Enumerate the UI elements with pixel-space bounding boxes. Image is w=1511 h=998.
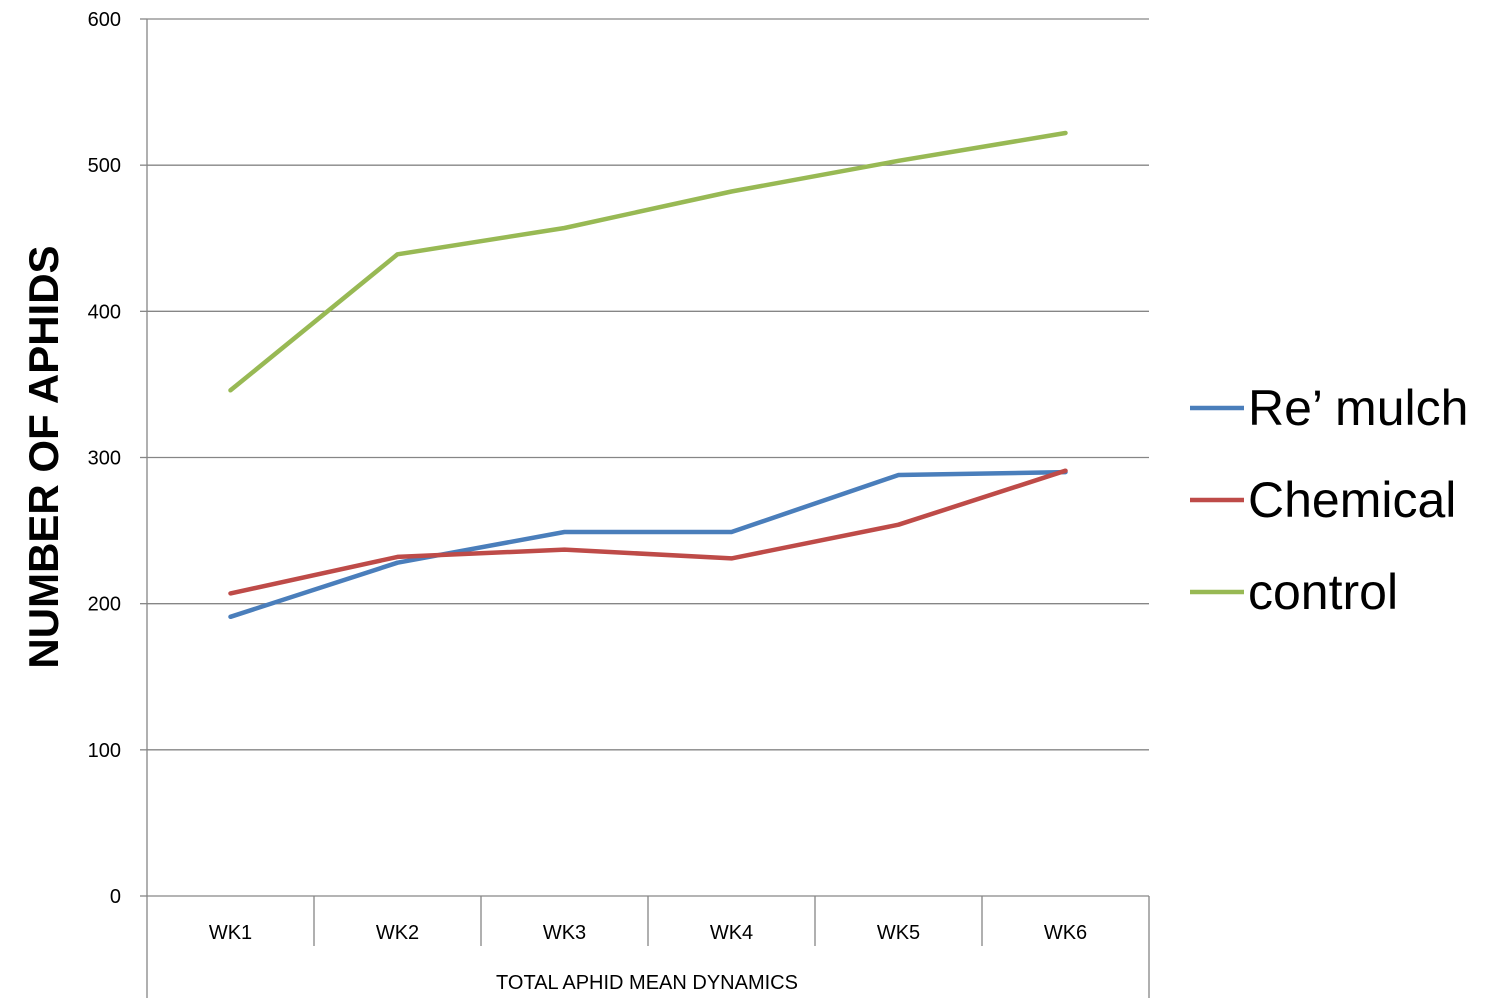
x-tick-label: WK1 bbox=[209, 922, 252, 944]
x-axis-label: TOTAL APHID MEAN DYNAMICS bbox=[496, 972, 798, 994]
legend-label: control bbox=[1248, 564, 1398, 620]
x-axis-ticks: WK1 WK2 WK3 WK4 WK5 WK6 bbox=[209, 896, 1087, 946]
y-tick-label: 200 bbox=[88, 594, 121, 616]
y-tick-label: 0 bbox=[110, 886, 121, 908]
series-line bbox=[228, 468, 1068, 596]
legend: Re’ mulch Chemical control bbox=[1190, 380, 1468, 620]
series-line bbox=[228, 469, 1068, 620]
x-tick-label: WK3 bbox=[543, 922, 586, 944]
series-lines bbox=[228, 130, 1068, 620]
y-tick-label: 100 bbox=[88, 740, 121, 762]
y-axis-label: NUMBER OF APHIDS bbox=[20, 245, 67, 668]
y-tick-label: 300 bbox=[88, 448, 121, 470]
legend-label: Chemical bbox=[1248, 472, 1456, 528]
x-tick-label: WK4 bbox=[710, 922, 753, 944]
axes bbox=[146, 19, 1150, 998]
y-tick-label: 400 bbox=[88, 301, 121, 323]
gridlines bbox=[147, 18, 1149, 751]
y-tick-label: 600 bbox=[88, 9, 121, 31]
y-tick-label: 500 bbox=[88, 155, 121, 177]
y-axis-ticks: 0 100 200 300 400 500 600 bbox=[88, 9, 147, 908]
series-line bbox=[228, 130, 1068, 393]
x-tick-label: WK2 bbox=[376, 922, 419, 944]
x-tick-label: WK5 bbox=[877, 922, 920, 944]
legend-label: Re’ mulch bbox=[1248, 380, 1468, 436]
x-tick-label: WK6 bbox=[1044, 922, 1087, 944]
